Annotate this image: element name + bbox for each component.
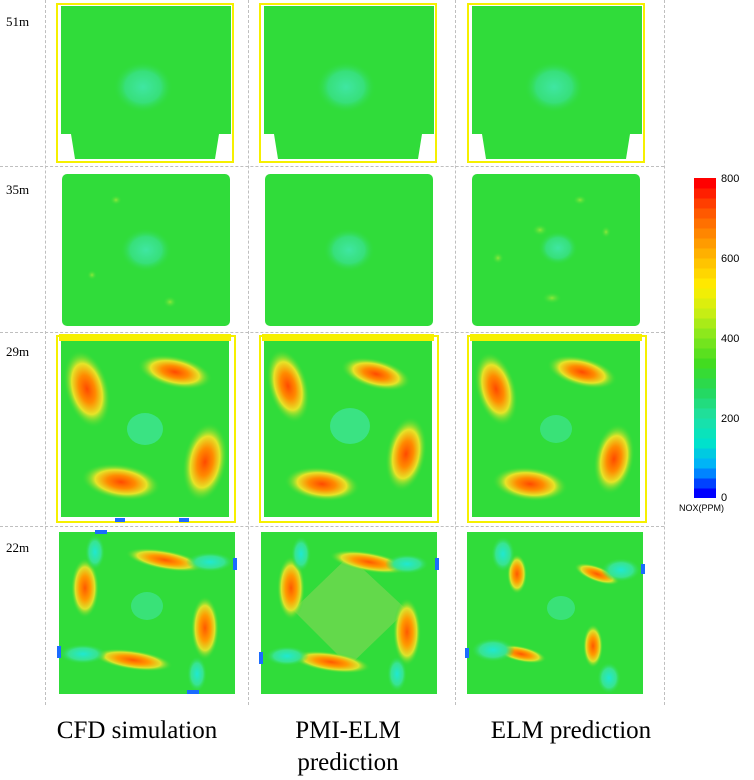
col-title-pmi-elm: PMI-ELM [295,717,401,744]
colorbar-tick-800: 800 [721,173,740,185]
field-51m-cfd [55,2,235,164]
colorbar-band [694,488,716,498]
colorbar-band [694,368,716,379]
colorbar-band [694,188,716,199]
colorbar-band [694,338,716,349]
field-51m-elm [466,2,646,164]
colorbar-band [694,178,716,189]
colorbar-tick-200: 200 [721,413,740,425]
col-title-pmi-elm-line2: prediction [297,749,399,776]
field-29m-cfd [55,334,237,524]
colorbar-band [694,308,716,319]
colorbar [694,178,716,498]
colorbar-band [694,428,716,439]
grid-divider [45,0,46,705]
field-22m-cfd [55,528,239,698]
colorbar-band [694,458,716,469]
field-29m-pmi-elm [258,334,440,524]
field-35m-cfd [58,170,234,330]
colorbar-unit: NOX(PPM) [679,503,724,513]
grid-divider [455,0,456,705]
colorbar-band [694,258,716,269]
row-label-35m: 35m [6,182,30,197]
field-35m-elm [468,170,644,330]
field-22m-elm [463,528,647,698]
field-51m-pmi-elm [258,2,438,164]
colorbar-band [694,408,716,419]
colorbar-band [694,278,716,289]
colorbar-band [694,208,716,219]
grid-divider [248,0,249,705]
colorbar-band [694,238,716,249]
colorbar-tick-400: 400 [721,333,740,345]
colorbar-band [694,358,716,369]
colorbar-band [694,328,716,339]
colorbar-band [694,218,716,229]
col-title-elm: ELM prediction [490,717,652,744]
grid-divider [0,526,664,527]
field-29m-elm [466,334,648,524]
colorbar-band [694,288,716,299]
colorbar-band [694,398,716,409]
colorbar-band [694,388,716,399]
colorbar-band [694,318,716,329]
colorbar-band [694,298,716,309]
colorbar-band [694,478,716,489]
grid-divider [0,166,664,167]
colorbar-band [694,228,716,239]
colorbar-band [694,418,716,429]
field-35m-pmi-elm [261,170,437,330]
colorbar-band [694,198,716,209]
col-title-cfd: CFD simulation [56,717,218,744]
row-label-29m: 29m [6,344,30,359]
colorbar-band [694,248,716,259]
row-label-22m: 22m [6,540,30,555]
colorbar-band [694,378,716,389]
colorbar-band [694,448,716,459]
colorbar-band [694,438,716,449]
grid-divider [664,0,665,705]
row-label-51m: 51m [6,14,30,29]
field-22m-pmi-elm [257,528,441,698]
colorbar-band [694,348,716,359]
colorbar-band [694,468,716,479]
colorbar-tick-0: 0 [721,492,728,504]
colorbar-band [694,268,716,279]
grid-divider [0,332,664,333]
colorbar-tick-600: 600 [721,253,740,265]
